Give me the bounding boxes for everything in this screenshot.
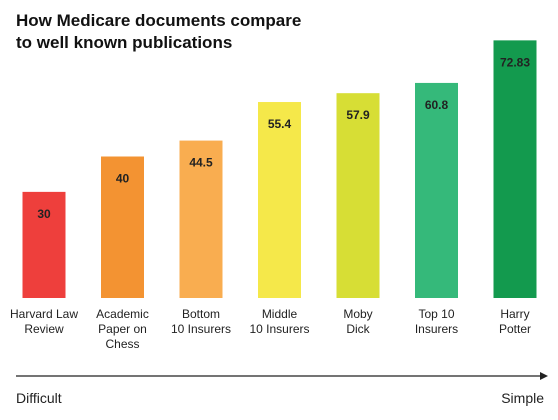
value-label-1: 40 xyxy=(116,172,130,186)
bar-0 xyxy=(22,191,66,298)
bars-group xyxy=(22,40,537,299)
bar-5 xyxy=(415,82,458,298)
value-label-4: 57.9 xyxy=(346,108,370,122)
bar-3 xyxy=(258,102,301,298)
category-label-1: Academic Paper on Chess xyxy=(96,307,149,351)
difficulty-axis-arrowhead xyxy=(540,372,548,380)
value-label-0: 30 xyxy=(37,207,51,221)
category-label-0: Harvard Law Review xyxy=(10,307,78,336)
category-label-3: Middle 10 Insurers xyxy=(249,307,309,336)
bar-2 xyxy=(179,140,223,298)
category-label-2: Bottom 10 Insurers xyxy=(171,307,231,336)
category-label-4: Moby Dick xyxy=(343,307,372,336)
value-labels-group: 30 40 44.5 55.4 57.9 60.8 72.83 xyxy=(37,55,530,221)
category-labels-group: Harvard Law Review Academic Paper on Chess Bo… xyxy=(10,307,531,351)
value-label-6: 72.83 xyxy=(500,55,530,69)
bar-4 xyxy=(336,93,380,298)
value-label-2: 44.5 xyxy=(189,156,213,170)
bar-6 xyxy=(493,40,537,299)
category-label-6: Harry Potter xyxy=(499,307,531,336)
category-label-5: Top 10 Insurers xyxy=(415,307,458,336)
value-label-5: 60.8 xyxy=(425,98,449,112)
axis-label-simple: Simple xyxy=(501,390,544,406)
axis-label-difficult: Difficult xyxy=(16,390,62,406)
chart-title: How Medicare documents compare to well k… xyxy=(16,11,302,52)
value-label-3: 55.4 xyxy=(268,117,292,131)
bar-1 xyxy=(101,156,144,298)
